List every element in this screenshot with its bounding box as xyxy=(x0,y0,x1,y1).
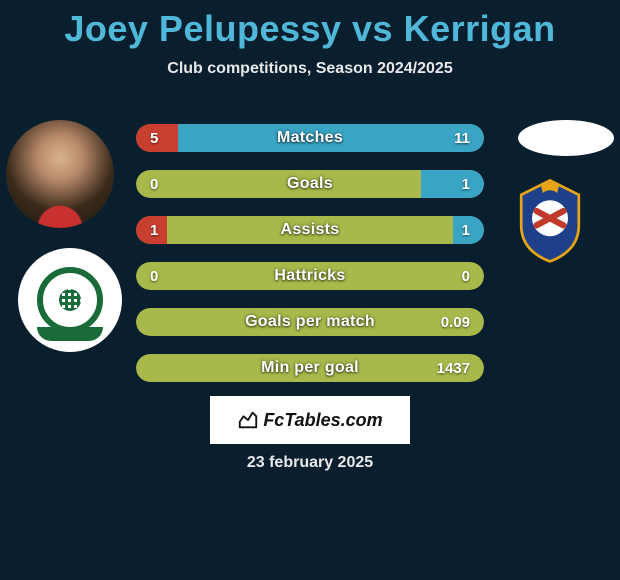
bar-value-right: 0 xyxy=(462,262,470,290)
footer-brand: FcTables.com xyxy=(210,396,410,444)
stat-row: Goals per match0.09 xyxy=(136,308,484,336)
stat-row: Goals0 1 xyxy=(136,170,484,198)
bar-label: Assists xyxy=(136,216,484,244)
footer-brand-text: FcTables.com xyxy=(263,410,382,431)
comparison-bars: Matches511Goals01Assists11Hattricks00Goa… xyxy=(136,124,484,400)
bar-label: Hattricks xyxy=(136,262,484,290)
bar-value-right: 1 xyxy=(462,170,470,198)
bar-label: Goals per match xyxy=(136,308,484,336)
bar-label: Min per goal xyxy=(136,354,484,382)
stat-row: Assists1 1 xyxy=(136,216,484,244)
bar-label: Matches xyxy=(136,124,484,152)
bar-value-left: 0 xyxy=(150,170,158,198)
page-title: Joey Pelupessy vs Kerrigan xyxy=(0,0,620,50)
stat-row: Hattricks0 0 xyxy=(136,262,484,290)
bar-value-right: 11 xyxy=(454,124,470,152)
club-right-crest xyxy=(498,168,602,272)
bar-value-left: 1 xyxy=(150,216,158,244)
stat-row: Min per goal1437 xyxy=(136,354,484,382)
player-left-avatar xyxy=(6,120,114,228)
subtitle: Club competitions, Season 2024/2025 xyxy=(0,60,620,78)
player-right-avatar xyxy=(518,120,614,156)
bar-value-right: 1437 xyxy=(437,354,470,382)
bar-value-right: 0.09 xyxy=(441,308,470,336)
chart-icon xyxy=(237,409,259,431)
footer-date: 23 february 2025 xyxy=(0,454,620,472)
stat-row: Matches5 11 xyxy=(136,124,484,152)
bar-value-left: 0 xyxy=(150,262,158,290)
bar-value-right: 1 xyxy=(462,216,470,244)
bar-value-left: 5 xyxy=(150,124,158,152)
club-left-crest xyxy=(18,248,122,352)
bar-label: Goals xyxy=(136,170,484,198)
